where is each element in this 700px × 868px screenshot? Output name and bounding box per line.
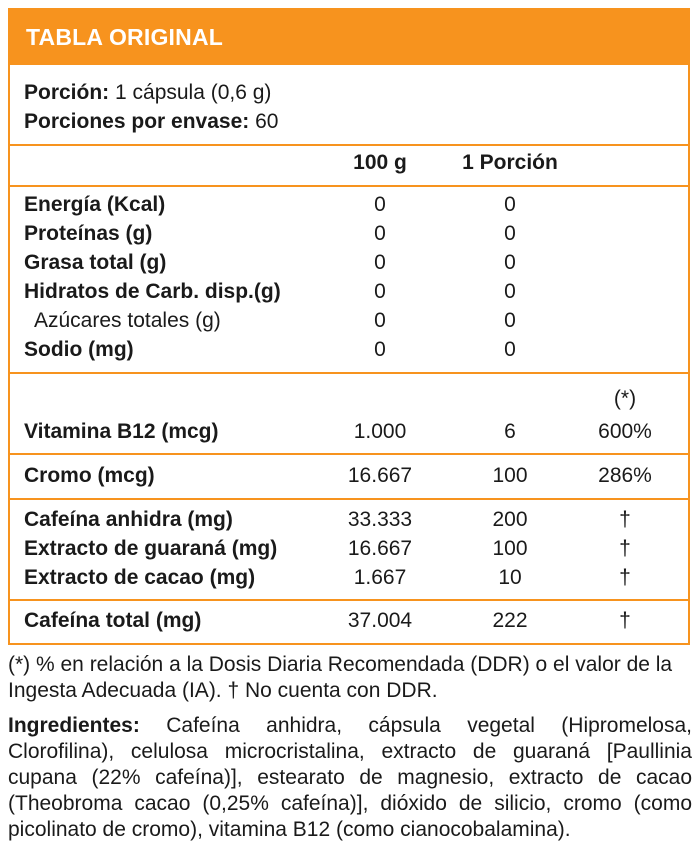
ingredients-text: Cafeína anhidra, cápsula vegetal (Hiprom…	[8, 714, 692, 841]
row-name: Extracto de cacao (mg)	[24, 566, 256, 589]
column-header-portion: 1 Porción	[462, 151, 558, 174]
row-name: Vitamina B12 (mcg)	[24, 420, 219, 443]
row-value-100g: 1.667	[353, 566, 407, 589]
row-value-ddr: †	[619, 566, 631, 589]
row-value-portion: 100	[492, 464, 528, 487]
row-value-ddr: †	[619, 609, 631, 632]
row-name: Proteínas (g)	[24, 222, 153, 245]
divider	[10, 185, 688, 187]
row-value-100g: 16.667	[347, 464, 413, 487]
divider	[10, 599, 688, 601]
row-name: Hidratos de Carb. disp.(g)	[24, 280, 281, 303]
divider	[10, 498, 688, 500]
row-name: Grasa total (g)	[24, 251, 167, 274]
row-value-portion: 0	[504, 309, 516, 332]
row-value-100g: 0	[374, 222, 386, 245]
row-value-portion: 0	[504, 280, 516, 303]
row-value-100g: 16.667	[347, 537, 413, 560]
row-value-100g: 0	[374, 251, 386, 274]
row-name: Azúcares totales (g)	[34, 309, 221, 332]
row-value-ddr: †	[619, 537, 631, 560]
row-value-portion: 0	[504, 222, 516, 245]
row-name: Cafeína total (mg)	[24, 609, 202, 632]
divider	[10, 144, 688, 146]
row-value-portion: 6	[504, 420, 516, 443]
row-value-ddr: †	[619, 508, 631, 531]
table-header: TABLA ORIGINAL	[10, 10, 688, 65]
row-name: Extracto de guaraná (mg)	[24, 537, 278, 560]
row-name: Cromo (mcg)	[24, 464, 155, 487]
portion-value: 1 cápsula (0,6 g)	[109, 81, 272, 104]
portion-line: Porción: 1 cápsula (0,6 g)	[24, 79, 271, 107]
row-value-portion: 0	[504, 338, 516, 361]
divider	[10, 453, 688, 455]
row-value-portion: 10	[498, 566, 522, 589]
row-value-100g: 33.333	[347, 508, 413, 531]
per-container-label: Porciones por envase:	[24, 110, 250, 133]
footnote: (*) % en relación a la Dosis Diaria Reco…	[8, 653, 673, 702]
row-value-100g: 0	[374, 338, 386, 361]
ingredients: Ingredientes: Cafeína anhidra, cápsula v…	[8, 713, 692, 843]
row-value-portion: 0	[504, 251, 516, 274]
column-header-100g: 100 g	[353, 151, 407, 174]
row-value-100g: 0	[374, 309, 386, 332]
row-value-portion: 222	[492, 609, 528, 632]
row-value-ddr: 600%	[598, 420, 652, 443]
row-value-100g: 1.000	[353, 420, 407, 443]
divider	[10, 372, 688, 374]
row-value-portion: 200	[492, 508, 528, 531]
row-value-100g: 0	[374, 193, 386, 216]
per-container-value: 60	[249, 110, 279, 133]
ingredients-label: Ingredientes:	[8, 714, 140, 737]
row-name: Cafeína anhidra (mg)	[24, 508, 233, 531]
per-container-line: Porciones por envase: 60	[24, 108, 278, 136]
table-title: TABLA ORIGINAL	[26, 24, 223, 50]
portion-label: Porción:	[24, 81, 110, 104]
row-value-100g: 0	[374, 280, 386, 303]
row-value-100g: 37.004	[347, 609, 413, 632]
row-name: Sodio (mg)	[24, 338, 134, 361]
row-name: Energía (Kcal)	[24, 193, 166, 216]
row-value-portion: 0	[504, 193, 516, 216]
nutrition-table: TABLA ORIGINAL Porción: 1 cápsula (0,6 g…	[8, 8, 690, 645]
row-value-ddr: 286%	[598, 464, 652, 487]
ddr-note: (*)	[613, 387, 637, 410]
row-value-portion: 100	[492, 537, 528, 560]
